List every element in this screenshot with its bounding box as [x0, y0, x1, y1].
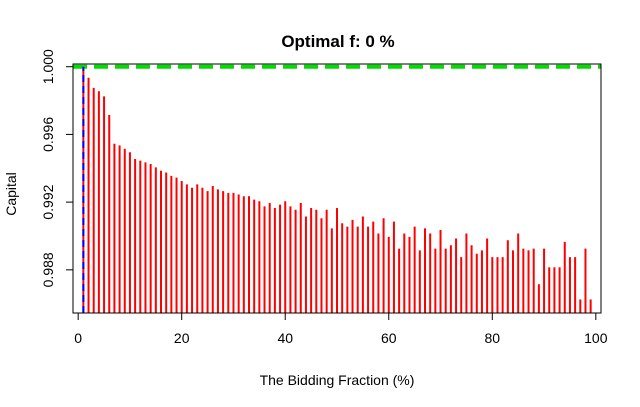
y-tick-label: 0.996 [40, 117, 56, 152]
x-tick-label: 80 [485, 330, 501, 346]
y-tick-label: 0.988 [40, 252, 56, 287]
chart-title: Optimal f: 0 % [281, 32, 394, 51]
plot-frame [72, 63, 602, 314]
x-tick-label: 60 [381, 330, 397, 346]
x-tick-label: 0 [74, 330, 82, 346]
x-axis: 0 20 40 60 80 100 [74, 313, 608, 346]
x-tick-label: 20 [174, 330, 190, 346]
y-axis: 0.988 0.992 0.996 1.000 [40, 49, 73, 287]
y-tick-label: 0.992 [40, 184, 56, 219]
y-axis-title: Capital [3, 172, 19, 216]
bar-series [82, 69, 592, 313]
y-tick-label: 1.000 [40, 49, 56, 84]
x-tick-label: 40 [277, 330, 293, 346]
x-axis-title: The Bidding Fraction (%) [260, 372, 415, 388]
x-tick-label: 100 [584, 330, 608, 346]
